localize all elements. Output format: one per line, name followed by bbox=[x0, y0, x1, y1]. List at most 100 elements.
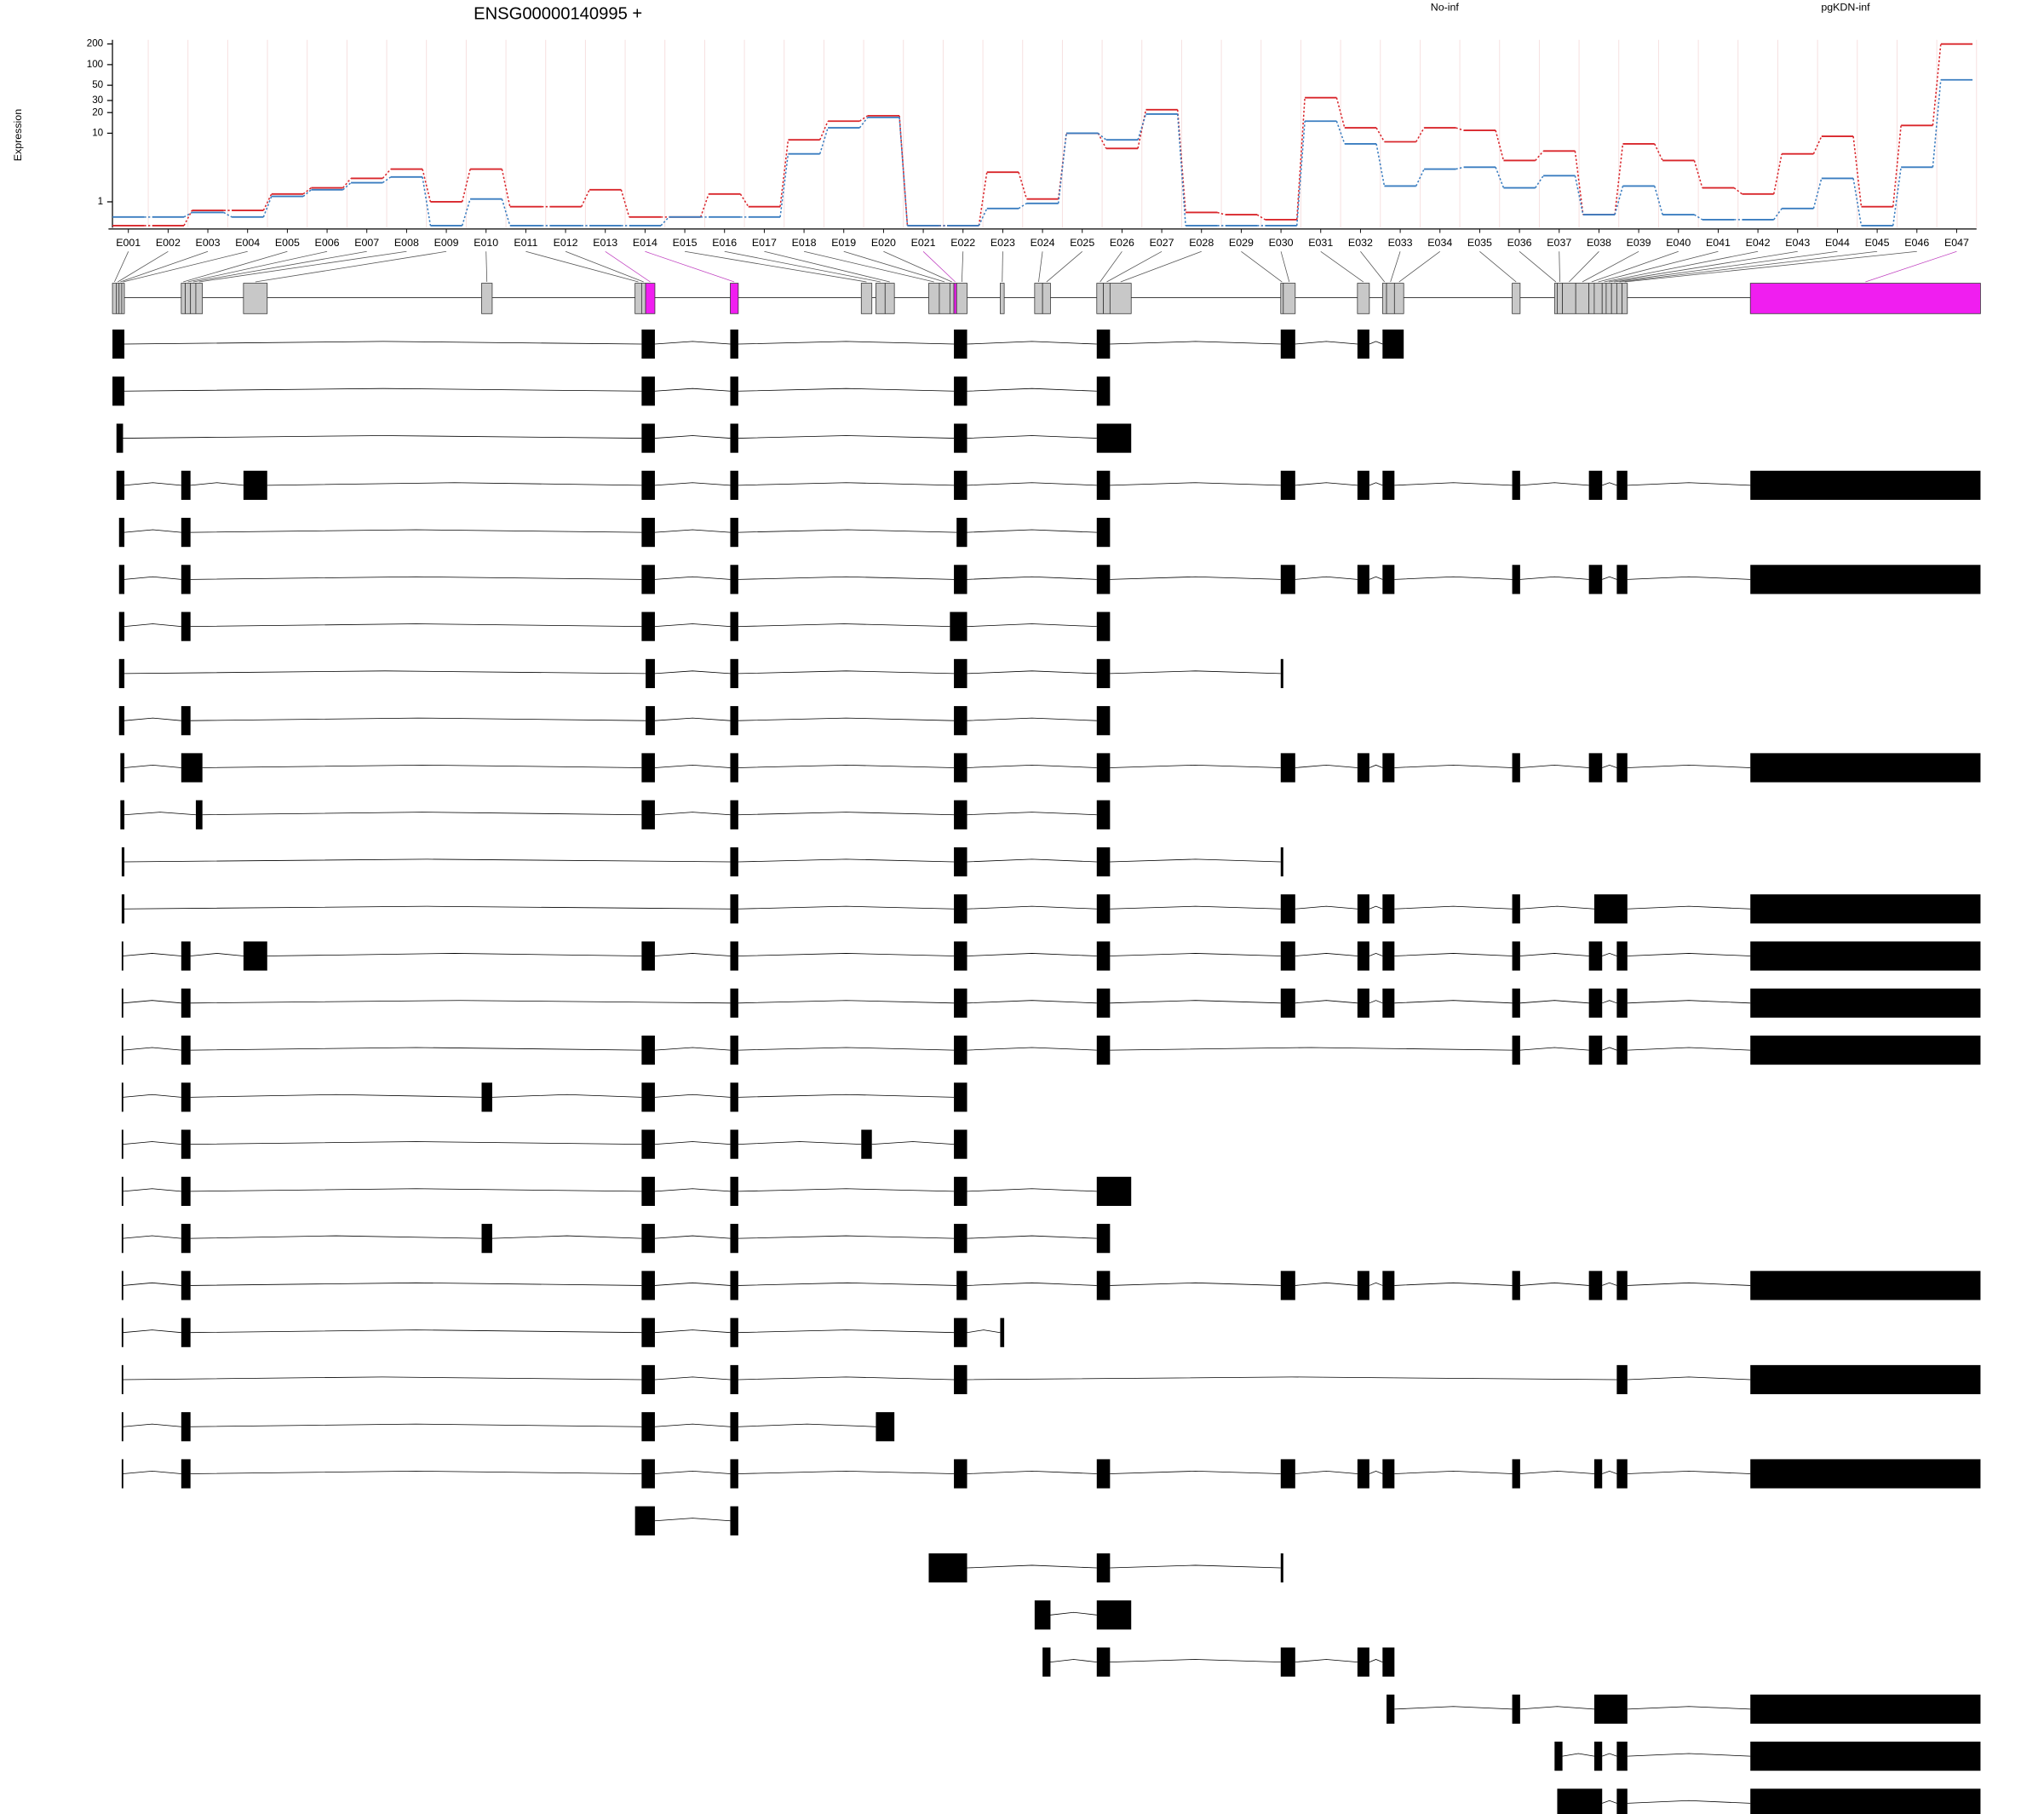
exon bbox=[954, 1364, 967, 1395]
exon bbox=[954, 847, 967, 877]
exon bbox=[954, 470, 967, 500]
intron bbox=[1369, 341, 1383, 345]
intron bbox=[654, 1423, 731, 1427]
exon bbox=[181, 1035, 191, 1065]
exon bbox=[730, 1271, 738, 1300]
intron bbox=[124, 858, 731, 863]
bin-connector bbox=[1046, 250, 1082, 283]
intron bbox=[654, 1235, 731, 1239]
exon-bin bbox=[481, 283, 493, 314]
x-tick-label: E037 bbox=[1547, 237, 1571, 249]
exon bbox=[1616, 941, 1628, 971]
exon-bin bbox=[243, 283, 268, 314]
exon-bin bbox=[1381, 283, 1387, 314]
bin-connector bbox=[1609, 250, 1798, 283]
intron bbox=[124, 717, 181, 721]
step-connector bbox=[422, 169, 432, 203]
intron bbox=[124, 764, 181, 768]
exon-bin bbox=[1605, 283, 1612, 314]
exon bbox=[1593, 894, 1628, 924]
intron bbox=[123, 1094, 181, 1098]
exon bbox=[641, 941, 655, 971]
exon bbox=[641, 1176, 655, 1206]
step-connector bbox=[1335, 97, 1346, 129]
exon bbox=[181, 1271, 191, 1300]
step-connector bbox=[818, 120, 829, 141]
step-connector bbox=[1176, 113, 1186, 226]
bin-connector bbox=[1591, 250, 1679, 283]
exon bbox=[118, 658, 125, 689]
intron bbox=[1050, 1611, 1097, 1616]
intron bbox=[190, 1471, 642, 1474]
x-tick-label: E003 bbox=[196, 237, 221, 249]
exon bbox=[1096, 1035, 1111, 1065]
intron bbox=[738, 858, 955, 863]
exon bbox=[1000, 1317, 1005, 1347]
exon bbox=[1280, 894, 1295, 924]
y-tick-label: 10 bbox=[92, 128, 103, 139]
step-connector bbox=[1295, 121, 1306, 226]
intron bbox=[1369, 576, 1383, 580]
exon bbox=[1512, 1459, 1520, 1489]
bin-connector bbox=[1479, 250, 1517, 283]
intron bbox=[654, 576, 731, 580]
exon bbox=[1280, 753, 1295, 783]
step-connector bbox=[580, 189, 590, 208]
x-tick-label: E038 bbox=[1587, 237, 1611, 249]
exon bbox=[1616, 1364, 1628, 1395]
exon bbox=[1750, 470, 1981, 500]
intron bbox=[190, 1000, 731, 1004]
bin-connector bbox=[120, 250, 209, 283]
exon-bin bbox=[195, 283, 204, 314]
intron bbox=[654, 1518, 731, 1522]
exon bbox=[1280, 1553, 1283, 1583]
step-connector bbox=[422, 176, 432, 227]
intron bbox=[1602, 482, 1617, 486]
exon-bin bbox=[949, 283, 955, 314]
exon bbox=[181, 1459, 191, 1489]
exon bbox=[1616, 988, 1628, 1018]
exon bbox=[1357, 470, 1369, 500]
exon bbox=[481, 1082, 492, 1112]
step-connector bbox=[1535, 175, 1544, 188]
intron bbox=[1110, 576, 1281, 580]
intron bbox=[123, 1000, 181, 1004]
bin-connector bbox=[525, 250, 639, 283]
intron bbox=[1110, 1000, 1281, 1004]
x-tick-label: E021 bbox=[911, 237, 936, 249]
intron bbox=[738, 1141, 862, 1145]
intron bbox=[1394, 1706, 1513, 1710]
exon bbox=[1616, 1788, 1628, 1814]
intron bbox=[738, 1094, 955, 1098]
exon bbox=[1512, 894, 1520, 924]
exon bbox=[112, 329, 125, 359]
exon-bin bbox=[1386, 283, 1395, 314]
exon bbox=[950, 611, 967, 641]
exon-bin bbox=[876, 283, 886, 314]
exon bbox=[730, 1364, 738, 1395]
bin-connector bbox=[1598, 250, 1719, 283]
exon bbox=[121, 847, 125, 877]
x-tick-label: E019 bbox=[831, 237, 856, 249]
intron bbox=[967, 623, 1097, 628]
step-connector bbox=[1693, 160, 1703, 188]
exon bbox=[121, 1129, 123, 1159]
x-tick-label: E042 bbox=[1746, 237, 1771, 249]
exon-bin bbox=[118, 283, 123, 314]
bin-connector bbox=[685, 250, 867, 283]
exon bbox=[121, 1224, 123, 1254]
exon bbox=[181, 1224, 191, 1254]
exon bbox=[730, 658, 738, 689]
bin-connector bbox=[922, 251, 956, 283]
exon bbox=[1512, 1694, 1520, 1724]
x-tick-label: E012 bbox=[554, 237, 578, 249]
exon bbox=[641, 611, 655, 641]
exon bbox=[1096, 518, 1111, 548]
exon bbox=[954, 423, 967, 453]
intron bbox=[1602, 1282, 1617, 1286]
intron bbox=[738, 905, 955, 910]
exon bbox=[1750, 1788, 1981, 1814]
intron bbox=[738, 953, 955, 956]
intron bbox=[738, 529, 957, 533]
exon bbox=[954, 1129, 967, 1159]
